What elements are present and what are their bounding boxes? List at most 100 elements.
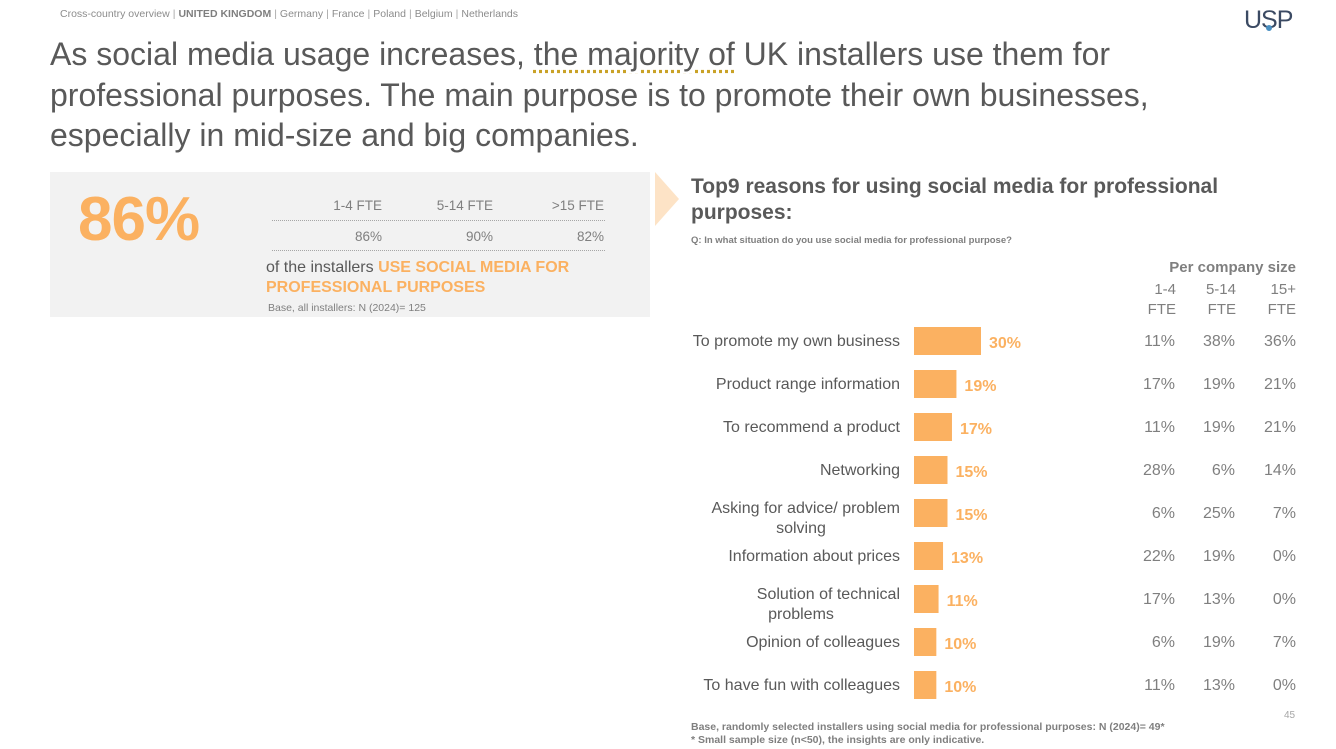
bar (914, 370, 957, 398)
size-col-head-3-line1: 15+ (1270, 281, 1296, 298)
table-cell: 7% (1273, 505, 1296, 522)
summary-panel (50, 172, 650, 317)
size-col-head-3: 15+ FTE (1246, 280, 1296, 320)
table-cell: 11% (1144, 419, 1175, 436)
page-number: 45 (1284, 710, 1296, 721)
table-cell: 19% (1203, 419, 1235, 436)
category-label: To have fun with colleagues (703, 677, 900, 694)
chart-question: Q: In what situation do you use social m… (691, 235, 1012, 246)
table-cell: 13% (1203, 677, 1235, 694)
bar (914, 671, 937, 699)
summary-col-head-1: 1-4 FTE (333, 198, 382, 213)
headline-part2: UK installers use them for professional … (50, 36, 1149, 153)
summary-divider (272, 220, 605, 221)
breadcrumb-separator: | (408, 8, 412, 20)
size-col-head-1: 1-4 FTE (1126, 280, 1176, 320)
table-cell: 14% (1264, 462, 1296, 479)
table-cell: 19% (1203, 376, 1235, 393)
summary-col-head-2: 5-14 FTE (436, 198, 493, 213)
bar (914, 456, 948, 484)
arrow-right-icon (655, 172, 679, 226)
bar-value-label: 11% (947, 593, 978, 610)
size-col-head-1-line2: FTE (1147, 301, 1176, 318)
category-label: Asking for advice/ problem solving (711, 500, 900, 537)
breadcrumb-item-belgium[interactable]: Belgium (414, 8, 453, 20)
category-label: Opinion of colleagues (746, 634, 900, 651)
bar (914, 542, 944, 570)
table-cell: 6% (1212, 462, 1235, 479)
table-cell: 36% (1264, 333, 1296, 350)
headline-highlight: the majority of (533, 36, 735, 72)
table-cell: 17% (1143, 376, 1175, 393)
bar-value-label: 15% (956, 507, 988, 524)
table-cell: 0% (1273, 677, 1296, 694)
category-label: Information about prices (728, 548, 900, 565)
table-cell: 21% (1264, 419, 1296, 436)
category-label: To promote my own business (693, 333, 900, 350)
breadcrumb-item-germany[interactable]: Germany (279, 8, 324, 20)
bar (914, 628, 937, 656)
summary-big-value: 86% (78, 185, 200, 254)
bar-value-label: 10% (944, 679, 976, 696)
breadcrumb-separator: | (326, 8, 329, 20)
table-cell: 7% (1273, 634, 1296, 651)
summary-caption-plain: of the installers (266, 259, 379, 276)
table-cell: 13% (1203, 591, 1235, 608)
headline-part1: As social media usage increases, (50, 36, 534, 72)
size-col-head-2-line2: FTE (1207, 301, 1236, 318)
bar (914, 585, 939, 613)
summary-divider (272, 250, 605, 251)
bar-value-label: 30% (989, 335, 1021, 352)
bar-value-label: 10% (944, 636, 976, 653)
breadcrumb-item-netherlands[interactable]: Netherlands (461, 8, 518, 20)
summary-col-value-1: 86% (354, 229, 382, 244)
summary-col-head-3: >15 FTE (551, 198, 604, 213)
summary-col-value-2: 90% (465, 229, 493, 244)
breadcrumb: Cross-country overview | UNITED KINGDOM | Ge… (60, 8, 518, 20)
summary-base: Base, all installers: N (2024)= 125 (268, 302, 426, 314)
per-size-label: Per company size (1169, 259, 1296, 276)
size-col-head-3-line2: FTE (1267, 301, 1296, 318)
category-label: Networking (820, 462, 900, 479)
table-cell: 19% (1203, 548, 1235, 565)
table-cell: 25% (1203, 505, 1235, 522)
breadcrumb-separator: | (172, 8, 176, 20)
breadcrumb-item-uk[interactable]: UNITED KINGDOM (178, 8, 272, 20)
table-cell: 19% (1203, 634, 1235, 651)
footer-base: Base, randomly selected installers using… (691, 721, 1165, 733)
bar (914, 327, 981, 355)
logo-dot-icon (1266, 25, 1272, 31)
category-label: Product range information (716, 376, 900, 393)
chart-title: Top9 reasons for using social media for … (691, 175, 1219, 224)
breadcrumb-separator: | (455, 8, 459, 20)
breadcrumb-separator: | (367, 8, 371, 20)
category-label: Solution of technical problems (757, 586, 900, 623)
table-cell: 17% (1143, 591, 1175, 608)
table-cell: 6% (1152, 634, 1175, 651)
summary-caption-emphasis: USE SOCIAL MEDIA FOR PROFESSIONAL PURPOS… (266, 259, 570, 296)
table-cell: 28% (1143, 462, 1175, 479)
table-cell: 11% (1144, 333, 1175, 350)
category-label: To recommend a product (723, 419, 901, 436)
table-cell: 11% (1144, 677, 1175, 694)
summary-col-value-3: 82% (576, 229, 604, 244)
size-col-head-2: 5-14 FTE (1186, 280, 1236, 320)
table-cell: 0% (1273, 548, 1296, 565)
bar-value-label: 13% (951, 550, 983, 567)
breadcrumb-item-france[interactable]: France (331, 8, 365, 20)
table-cell: 21% (1264, 376, 1296, 393)
table-cell: 0% (1273, 591, 1296, 608)
footer-note: * Small sample size (n<50), the insights… (691, 734, 985, 746)
breadcrumb-item-poland[interactable]: Poland (373, 8, 406, 20)
size-col-head-2-line1: 5-14 (1205, 281, 1236, 298)
page-title: As social media usage increases, the maj… (50, 34, 1250, 156)
size-col-head-1-line1: 1-4 (1154, 281, 1176, 298)
table-cell: 38% (1203, 333, 1235, 350)
bar-value-label: 19% (964, 378, 996, 395)
breadcrumb-item-overview[interactable]: Cross-country overview (60, 8, 170, 20)
bar (914, 413, 952, 441)
breadcrumb-separator: | (274, 8, 277, 20)
bar (914, 499, 948, 527)
summary-caption: of the installers USE SOCIAL MEDIA FOR P… (266, 258, 626, 298)
